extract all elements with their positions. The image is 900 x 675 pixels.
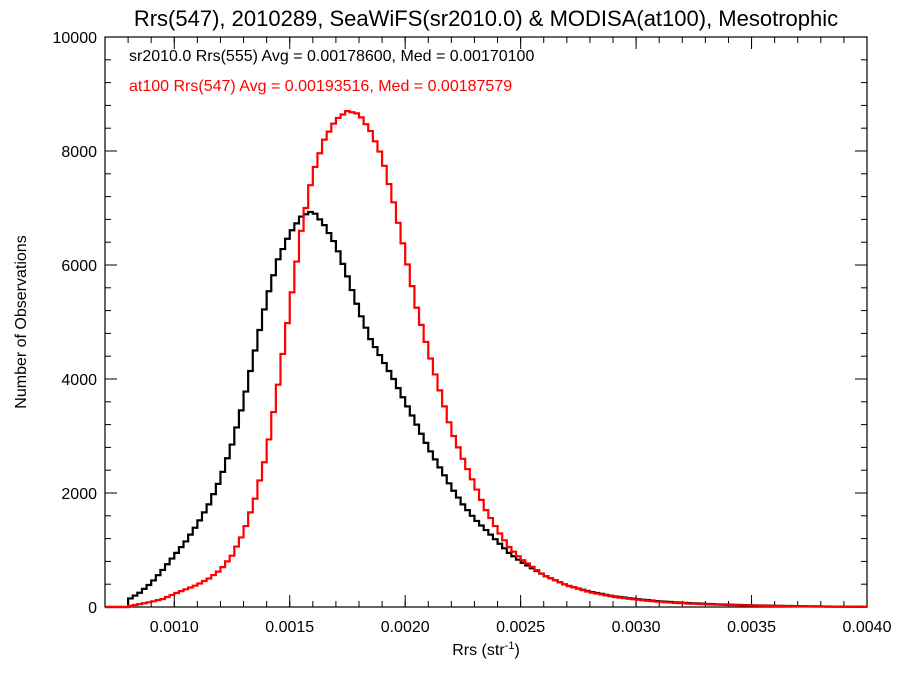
plot-frame [104, 36, 868, 608]
x-axis-label-end: ) [514, 642, 519, 659]
series-line-at100 [105, 110, 867, 609]
x-axis-label-sup: -1 [505, 640, 515, 652]
series-line-sr2010 [105, 210, 867, 609]
x-tick-label: 0.0025 [496, 619, 545, 636]
annotation-red: at100 Rrs(547) Avg = 0.00193516, Med = 0… [129, 78, 512, 95]
x-tick-label: 0.0020 [381, 619, 430, 636]
y-axis-label: Number of Observations [13, 235, 30, 408]
x-tick-label: 0.0035 [727, 619, 776, 636]
x-axis-label: Rrs (str-1) [452, 640, 520, 659]
y-tick-label: 0 [88, 600, 97, 617]
x-tick-label: 0.0030 [612, 619, 661, 636]
x-axis-label-main: Rrs (str [452, 642, 505, 659]
y-axis-ticks: 0 2000 4000 6000 8000 10000 [53, 30, 867, 617]
y-tick-label: 10000 [53, 30, 98, 47]
y-tick-label: 8000 [61, 144, 97, 161]
x-axis-ticks: 0.0010 0.0015 0.0020 0.0025 0.0030 0.0035 0.00… [104, 37, 892, 636]
series-layer [105, 110, 867, 609]
y-tick-label: 6000 [61, 258, 97, 275]
x-tick-label: 0.0015 [265, 619, 314, 636]
x-tick-label: 0.0010 [150, 619, 199, 636]
chart-title: Rrs(547), 2010289, SeaWiFS(sr2010.0) & M… [134, 6, 838, 31]
x-tick-label: 0.0040 [843, 619, 892, 636]
y-tick-label: 2000 [61, 486, 97, 503]
annotation-black: sr2010.0 Rrs(555) Avg = 0.00178600, Med … [129, 48, 534, 65]
y-tick-label: 4000 [61, 372, 97, 389]
